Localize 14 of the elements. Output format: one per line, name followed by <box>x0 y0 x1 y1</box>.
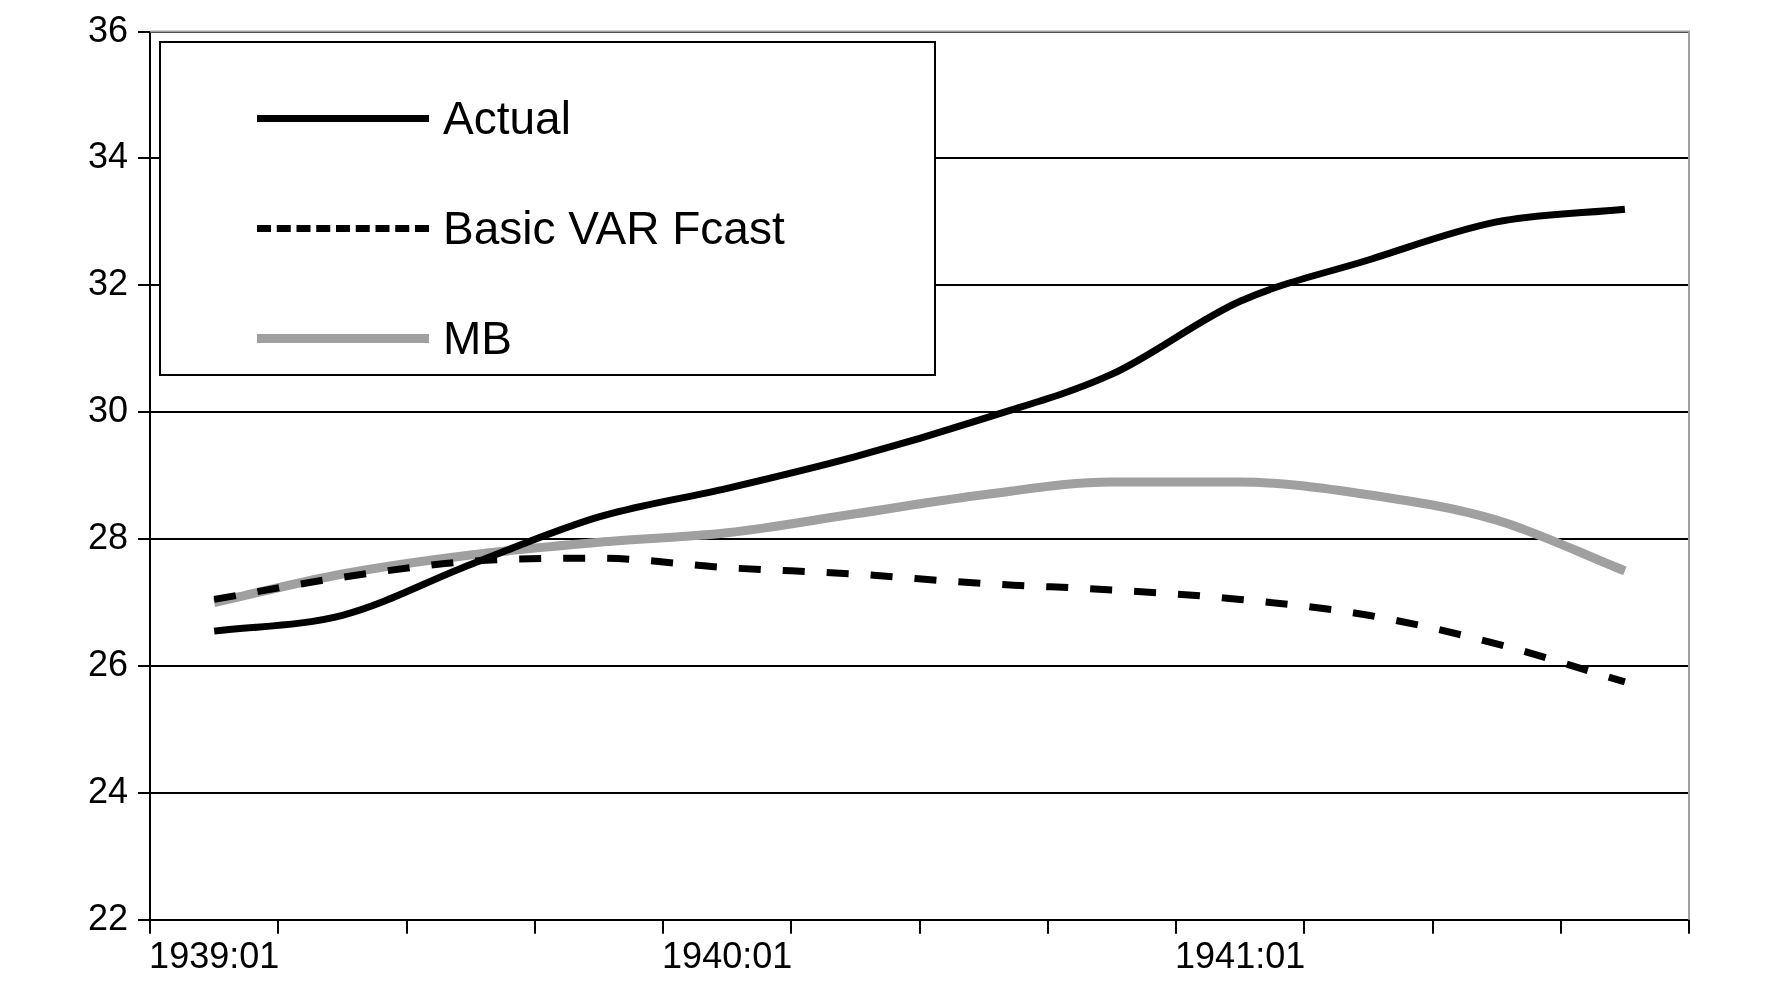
y-tick-label: 32 <box>88 262 129 304</box>
x-tick-label: 1939:01 <box>149 935 280 977</box>
y-tick-label: 22 <box>88 896 129 938</box>
y-tick-label: 34 <box>88 135 129 177</box>
y-tick-label: 24 <box>88 769 129 811</box>
y-tick-label: 26 <box>88 642 129 684</box>
y-tick-label: 30 <box>88 389 129 431</box>
y-tick-label: 36 <box>88 8 129 50</box>
y-tick-label: 28 <box>88 516 129 558</box>
legend-label: Basic VAR Fcast <box>443 201 785 255</box>
x-tick-label: 1941:01 <box>1175 935 1306 977</box>
legend-label: Actual <box>443 91 571 145</box>
legend-label: MB <box>443 311 512 365</box>
x-tick-label: 1940:01 <box>662 935 793 977</box>
